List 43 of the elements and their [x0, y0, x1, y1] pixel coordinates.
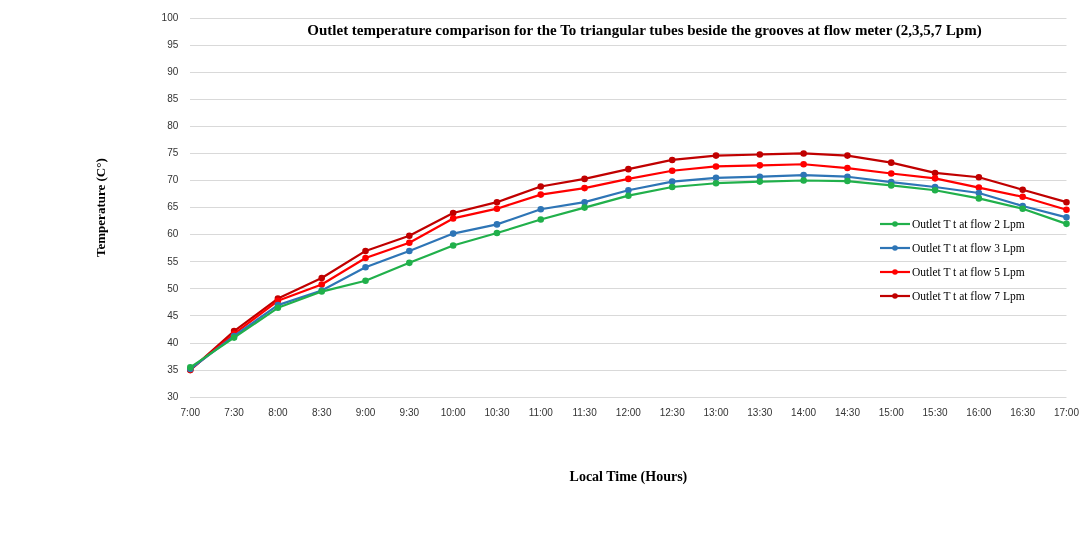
x-tick-label: 15:30 — [922, 406, 948, 418]
y-tick-label: 100 — [161, 11, 179, 23]
x-tick-label: 11:30 — [572, 406, 598, 418]
y-tick-label: 40 — [167, 336, 179, 348]
x-tick-label: 11:00 — [528, 406, 554, 418]
y-tick-label: 65 — [167, 201, 179, 213]
y-tick-label: 35 — [167, 363, 179, 375]
y-axis-title: Temperature (C°) — [93, 158, 109, 257]
x-tick-label: 14:00 — [791, 406, 817, 418]
y-tick-label: 55 — [167, 255, 179, 267]
y-tick-label: 70 — [167, 174, 179, 186]
y-tick-label: 75 — [167, 147, 179, 159]
x-tick-label: 15:00 — [878, 406, 905, 418]
chart-title: Outlet temperature comparison for the To triangular tubes beside the grooves at flow meter (2,3,5,7 Lpm) — [306, 22, 983, 39]
x-tick-label: 10:00 — [440, 406, 467, 418]
x-tick-label: 9:00 — [355, 406, 376, 418]
x-tick-label: 8:00 — [268, 406, 289, 418]
x-axis-title: Local Time (Hours) — [569, 469, 688, 486]
x-tick-label: 12:30 — [659, 406, 686, 418]
y-tick-label: 30 — [167, 390, 179, 402]
x-tick-label: 16:30 — [1010, 406, 1036, 418]
y-tick-label: 85 — [167, 93, 179, 105]
x-tick-label: 12:00 — [615, 406, 642, 418]
legend-label: Outlet T t at flow 3 Lpm — [912, 242, 1025, 254]
x-tick-label: 17:00 — [1053, 406, 1080, 418]
y-tick-label: 90 — [167, 65, 179, 77]
x-tick-label: 9:30 — [399, 406, 420, 418]
y-tick-label: 95 — [167, 38, 179, 50]
x-tick-label: 8:30 — [311, 406, 332, 418]
x-tick-label: 14:30 — [834, 406, 861, 418]
x-tick-label: 13:30 — [747, 406, 773, 418]
y-tick-label: 80 — [167, 120, 179, 132]
legend-label: Outlet T t at flow 2 Lpm — [912, 218, 1025, 230]
x-tick-label: 7:30 — [224, 406, 245, 418]
x-tick-label: 7:00 — [180, 406, 201, 418]
x-tick-label: 10:30 — [484, 406, 510, 418]
legend-label: Outlet T t at flow 7 Lpm — [912, 290, 1025, 302]
legend-label: Outlet T t at flow 5 Lpm — [912, 266, 1025, 278]
x-tick-label: 16:00 — [966, 406, 992, 418]
y-tick-label: 60 — [167, 228, 179, 240]
x-tick-label: 13:00 — [703, 406, 729, 418]
y-tick-label: 50 — [167, 282, 179, 294]
y-tick-label: 45 — [167, 309, 179, 321]
